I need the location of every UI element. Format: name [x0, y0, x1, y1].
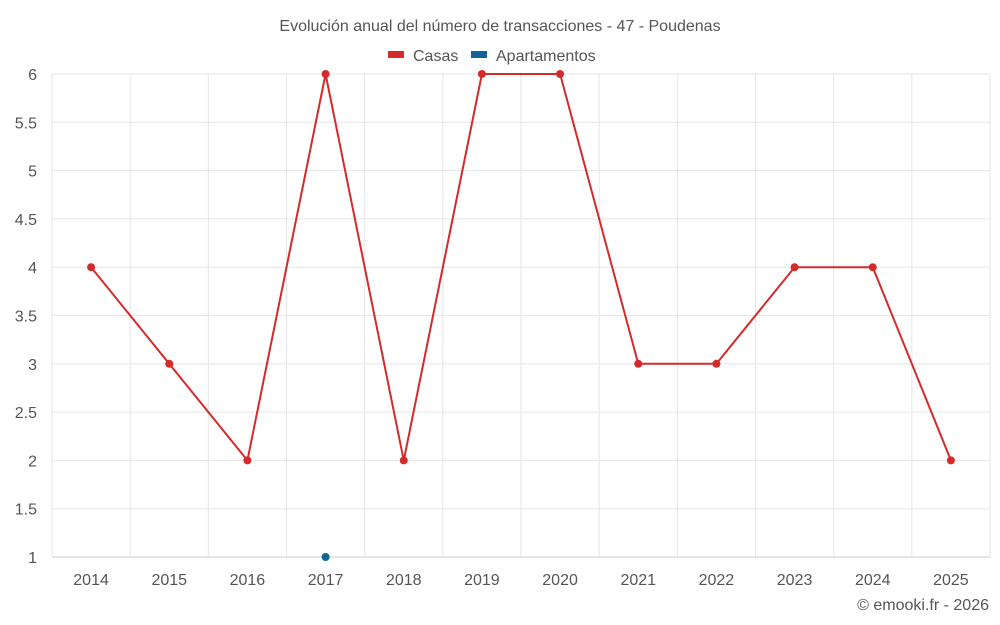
y-tick-label: 6 — [28, 67, 37, 84]
x-tick-label: 2017 — [308, 572, 344, 589]
y-tick-label: 4.5 — [15, 212, 37, 229]
data-point-casas[interactable] — [556, 70, 565, 78]
y-tick-label: 2.5 — [15, 405, 37, 422]
y-tick-label: 1 — [28, 550, 37, 567]
x-tick-label: 2024 — [855, 572, 891, 589]
y-tick-label: 2 — [28, 453, 37, 470]
x-tick-label: 2015 — [151, 572, 187, 589]
legend-swatch — [388, 51, 404, 58]
y-tick-label: 5.5 — [15, 115, 37, 132]
data-point-apartamentos[interactable] — [321, 553, 330, 561]
x-tick-label: 2018 — [386, 572, 422, 589]
x-tick-label: 2021 — [620, 572, 656, 589]
data-point-casas[interactable] — [712, 359, 721, 368]
data-point-casas[interactable] — [243, 456, 252, 465]
data-point-casas[interactable] — [634, 359, 643, 368]
grid — [51, 73, 991, 558]
legend: Casas Apartamentos — [388, 48, 596, 65]
x-tick-label: 2022 — [699, 572, 735, 589]
credit-text: © emooki.fr - 2026 — [857, 597, 989, 614]
y-axis: 1 1.5 2 2.5 3 3.5 4 4.5 5 5.5 6 — [15, 67, 37, 567]
data-point-casas[interactable] — [399, 456, 408, 465]
data-point-casas[interactable] — [790, 263, 799, 272]
legend-swatch — [471, 51, 487, 58]
data-point-casas[interactable] — [868, 263, 877, 272]
legend-item-casas[interactable]: Casas — [413, 48, 458, 65]
data-point-casas[interactable] — [87, 263, 96, 272]
x-tick-label: 2016 — [230, 572, 266, 589]
y-tick-label: 4 — [28, 260, 37, 277]
x-tick-label: 2025 — [933, 572, 969, 589]
data-point-casas[interactable] — [165, 359, 174, 368]
data-point-casas[interactable] — [477, 70, 486, 78]
y-tick-label: 3 — [28, 357, 37, 374]
x-tick-label: 2023 — [777, 572, 813, 589]
x-axis: 2014 2015 2016 2017 2018 2019 2020 2021 2022 2023… — [73, 572, 969, 589]
legend-item-apartamentos[interactable]: Apartamentos — [496, 48, 596, 65]
y-tick-label: 1.5 — [15, 502, 37, 519]
y-tick-label: 3.5 — [15, 309, 37, 326]
x-tick-label: 2014 — [73, 572, 109, 589]
data-point-casas[interactable] — [946, 456, 955, 465]
chart-title: Evolución anual del número de transaccio… — [279, 18, 720, 35]
data-point-casas[interactable] — [321, 70, 330, 78]
series-line-casas — [90, 73, 952, 462]
y-tick-label: 5 — [28, 164, 37, 181]
x-tick-label: 2019 — [464, 572, 500, 589]
plot-area — [87, 70, 955, 561]
x-tick-label: 2020 — [542, 572, 578, 589]
